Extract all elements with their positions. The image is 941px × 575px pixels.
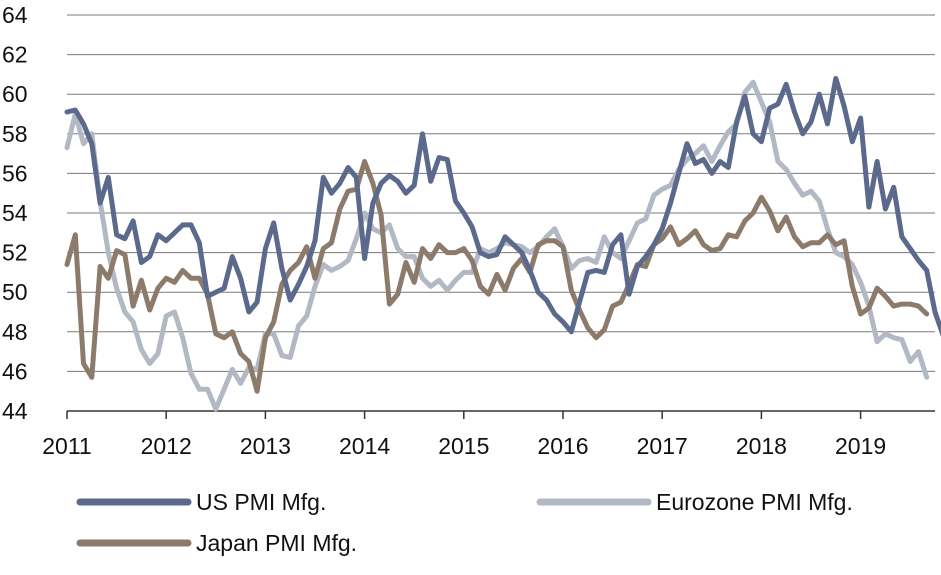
series-line-eurozone <box>64 79 930 412</box>
y-tick-label-48: 48 <box>2 319 28 345</box>
x-tick-label-2019: 2019 <box>835 433 886 459</box>
legend-item-us: US PMI Mfg. <box>76 489 326 515</box>
legend-item-eurozone: Eurozone PMI Mfg. <box>536 489 853 515</box>
x-tick-label-2018: 2018 <box>736 433 787 459</box>
y-tick-label-50: 50 <box>2 279 28 305</box>
legend-item-japan: Japan PMI Mfg. <box>76 530 357 556</box>
y-tick-label-62: 62 <box>2 42 28 68</box>
y-tick-label-52: 52 <box>2 240 28 266</box>
y-axis-tick-labels: 44 46 48 50 52 54 56 58 60 62 64 <box>2 2 28 424</box>
x-tick-label-2014: 2014 <box>339 433 390 459</box>
legend-label-us: US PMI Mfg. <box>196 489 326 515</box>
x-tick-label-2012: 2012 <box>141 433 192 459</box>
legend: US PMI Mfg. Eurozone PMI Mfg. Japan PMI … <box>76 489 853 556</box>
y-tick-label-46: 46 <box>2 358 28 384</box>
x-tick-label-2015: 2015 <box>438 433 489 459</box>
y-tick-label-56: 56 <box>2 160 28 186</box>
y-tick-label-54: 54 <box>2 200 28 226</box>
x-tick-label-2011: 2011 <box>42 433 91 459</box>
legend-label-eurozone: Eurozone PMI Mfg. <box>656 489 853 515</box>
y-tick-label-58: 58 <box>2 121 28 147</box>
y-tick-label-44: 44 <box>2 398 28 424</box>
y-tick-label-64: 64 <box>2 2 28 28</box>
x-tick-label-2016: 2016 <box>537 433 588 459</box>
x-axis-tick-labels: 2011 2012 2013 2014 2015 2016 2017 2018 2019 <box>42 433 886 459</box>
y-tick-label-60: 60 <box>2 81 28 107</box>
legend-label-japan: Japan PMI Mfg. <box>196 530 357 556</box>
series-line-japan <box>64 159 930 394</box>
series-lines <box>64 75 941 412</box>
x-tick-label-2017: 2017 <box>637 433 688 459</box>
x-axis <box>66 410 935 419</box>
x-tick-label-2013: 2013 <box>240 433 291 459</box>
series-line-us <box>64 75 941 337</box>
